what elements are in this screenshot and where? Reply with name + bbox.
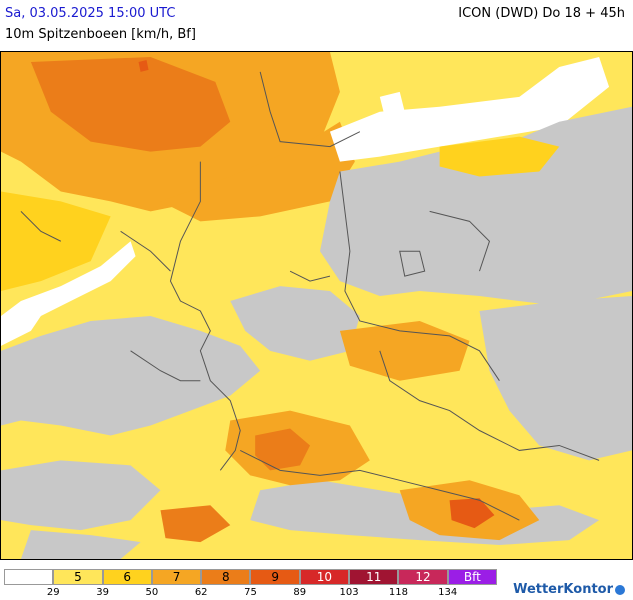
legend-cell: 6 <box>102 569 152 585</box>
legend-cell: 5 <box>53 569 103 585</box>
legend-tick: 29 <box>46 587 60 598</box>
legend-cell: 11 <box>349 569 399 585</box>
white-area-channel <box>1 241 136 346</box>
gust-patch-austria-core <box>449 498 495 529</box>
parameter-title: 10m Spitzenboeen [km/h, Bf] <box>5 27 196 42</box>
legend-tick: 62 <box>194 587 208 598</box>
forecast-datetime: Sa, 03.05.2025 15:00 UTC <box>5 6 176 21</box>
gust-patch-east-coast <box>439 136 560 177</box>
gray-area-east <box>479 296 632 461</box>
legend-tick: 89 <box>293 587 307 598</box>
white-area-denmark <box>379 91 405 117</box>
wetterkontor-logo: WetterKontor <box>513 582 625 597</box>
legend-cell: 10 <box>299 569 350 585</box>
white-area-baltic <box>329 56 610 162</box>
legend-tick: 118 <box>388 587 408 598</box>
gray-area-south <box>1 460 161 531</box>
legend-tick-labels: 29 39 50 62 75 89 103 118 134 <box>4 587 497 599</box>
coastal-gust-zone-7 <box>160 121 355 222</box>
gray-area-benelux-france <box>1 315 261 436</box>
gust-peak-spot <box>138 59 149 72</box>
model-run-label: ICON (DWD) Do 18 + 45h <box>458 6 625 21</box>
legend-cell: 9 <box>250 569 300 585</box>
logo-text: WetterKontor <box>513 582 613 597</box>
gray-area-north-germany <box>319 106 632 306</box>
west-coast-gust-zone <box>1 191 111 292</box>
gust-patch-swiss <box>160 505 231 543</box>
logo-dot-icon <box>615 584 625 595</box>
country-borders <box>20 71 600 521</box>
gust-map <box>0 51 633 560</box>
gray-area-central <box>230 286 360 361</box>
legend-tick: 50 <box>145 587 159 598</box>
legend-tick: 134 <box>438 587 458 598</box>
legend-tick: 103 <box>339 587 359 598</box>
gust-patch-czech <box>339 320 470 381</box>
gray-area-southwest <box>20 530 141 559</box>
legend-cell: 12 <box>398 569 448 585</box>
gust-patch-south-germany-core <box>255 428 311 471</box>
legend-cell: 8 <box>201 569 251 585</box>
legend-cell: 7 <box>151 569 202 585</box>
legend-cell <box>4 569 54 585</box>
color-legend: 5 6 7 8 9 10 11 12 Bft <box>4 569 497 585</box>
legend-cell: Bft <box>447 569 497 585</box>
legend-tick: 75 <box>244 587 257 598</box>
legend-tick: 39 <box>96 587 109 598</box>
north-sea-gust-zone-8 <box>30 56 231 152</box>
